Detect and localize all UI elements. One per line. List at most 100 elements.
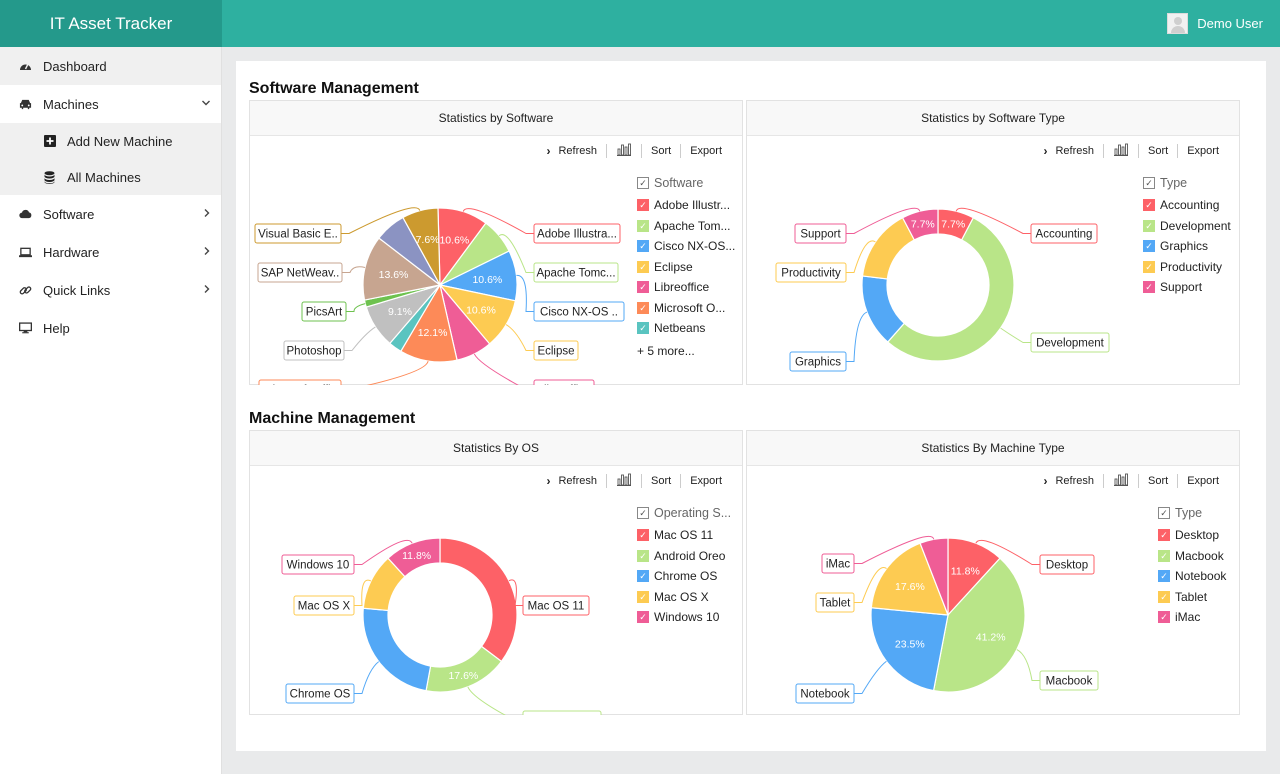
- chart-legend: ✓ Operating S... ✓ Mac OS 11 ✓ Android Oreo ✓ C…: [637, 504, 731, 628]
- chevron-right-icon[interactable]: [203, 246, 211, 259]
- sidebar-item-all-machines[interactable]: All Machines: [0, 159, 221, 195]
- chart-type-button[interactable]: [1104, 143, 1140, 158]
- checkbox-icon[interactable]: ✓: [637, 240, 649, 253]
- chart-type-button[interactable]: [607, 143, 643, 158]
- sidebar-item-help[interactable]: Help: [0, 309, 221, 347]
- checkbox-icon[interactable]: ✓: [637, 322, 649, 335]
- app-title[interactable]: IT Asset Tracker: [0, 0, 222, 47]
- legend-item[interactable]: ✓ Windows 10: [637, 607, 731, 628]
- checkbox-icon[interactable]: ✓: [1143, 260, 1155, 273]
- pie-slice[interactable]: [901, 208, 939, 241]
- legend-header[interactable]: ✓ Software: [637, 174, 735, 191]
- export-button[interactable]: Export: [681, 474, 722, 488]
- checkbox-icon[interactable]: ✓: [1143, 219, 1155, 232]
- pie-slice[interactable]: [886, 216, 1015, 362]
- checkbox-icon[interactable]: ✓: [637, 529, 649, 542]
- checkbox-icon[interactable]: ✓: [637, 199, 649, 212]
- checkbox-icon[interactable]: ✓: [1158, 549, 1170, 562]
- sidebar-item-hardware[interactable]: Hardware: [0, 233, 221, 271]
- legend-item[interactable]: ✓ Accounting: [1143, 195, 1231, 216]
- export-button[interactable]: Export: [1178, 144, 1219, 158]
- legend-item[interactable]: ✓ Graphics: [1143, 236, 1231, 257]
- legend-item[interactable]: ✓ Eclipse: [637, 257, 735, 278]
- legend-item[interactable]: ✓ Chrome OS: [637, 566, 731, 587]
- legend-more-link[interactable]: + 5 more...: [637, 343, 695, 358]
- legend-item[interactable]: ✓ Support: [1143, 277, 1231, 298]
- legend-item[interactable]: ✓ Netbeans: [637, 318, 735, 339]
- chevron-down-icon[interactable]: [201, 98, 211, 110]
- pie-slice[interactable]: [362, 607, 432, 692]
- chevron-right-icon[interactable]: [203, 208, 211, 221]
- legend-item[interactable]: ✓ Productivity: [1143, 257, 1231, 278]
- sort-button[interactable]: Sort: [1139, 144, 1179, 158]
- sidebar-item-machines[interactable]: Machines: [0, 85, 221, 123]
- chart-type-button[interactable]: [1104, 473, 1140, 489]
- legend-item[interactable]: ✓ Macbook: [1158, 546, 1226, 567]
- pie-slice[interactable]: [861, 216, 916, 280]
- checkbox-icon[interactable]: ✓: [637, 260, 649, 273]
- legend-item[interactable]: ✓ Tablet: [1158, 587, 1226, 608]
- legend-item[interactable]: ✓ Microsoft O...: [637, 298, 735, 319]
- legend-item[interactable]: ✓ Adobe Illustr...: [637, 195, 735, 216]
- legend-header[interactable]: ✓ Operating S...: [637, 504, 731, 521]
- chart-type-button[interactable]: [607, 473, 643, 488]
- callout-line: [354, 579, 372, 606]
- checkbox-icon[interactable]: ✓: [1158, 529, 1170, 542]
- pie-slice[interactable]: [919, 537, 949, 616]
- legend-item[interactable]: ✓ Cisco NX-OS...: [637, 236, 735, 257]
- checkbox-icon[interactable]: ✓: [637, 281, 649, 294]
- legend-item[interactable]: ✓ Libreoffice: [637, 277, 735, 298]
- checkbox-icon[interactable]: ✓: [1158, 590, 1170, 603]
- legend-item[interactable]: ✓ Development: [1143, 216, 1231, 237]
- checkbox-icon[interactable]: ✓: [1143, 176, 1155, 189]
- legend-item[interactable]: ✓ Mac OS 11: [637, 525, 731, 546]
- legend-item[interactable]: ✓ Desktop: [1158, 525, 1226, 546]
- export-button[interactable]: Export: [681, 144, 722, 158]
- checkbox-icon[interactable]: ✓: [1158, 570, 1170, 583]
- refresh-button[interactable]: › Refresh: [1034, 474, 1105, 488]
- checkbox-icon[interactable]: ✓: [637, 506, 649, 519]
- checkbox-icon[interactable]: ✓: [1158, 506, 1170, 519]
- legend-item[interactable]: ✓ Android Oreo: [637, 546, 731, 567]
- sidebar-item-dashboard[interactable]: Dashboard: [0, 47, 221, 85]
- sidebar-item-add-new-machine[interactable]: Add New Machine: [0, 123, 221, 159]
- sort-button[interactable]: Sort: [642, 144, 682, 158]
- checkbox-icon[interactable]: ✓: [637, 176, 649, 189]
- pie-slice[interactable]: [439, 537, 518, 663]
- checkbox-icon[interactable]: ✓: [1158, 611, 1170, 624]
- pie-slice[interactable]: [387, 537, 441, 578]
- user-name[interactable]: Demo User: [1197, 15, 1263, 31]
- checkbox-icon[interactable]: ✓: [637, 570, 649, 583]
- legend-item[interactable]: ✓ Mac OS X: [637, 587, 731, 608]
- chevron-right-icon[interactable]: [203, 284, 211, 297]
- sidebar-item-quick-links[interactable]: Quick Links: [0, 271, 221, 309]
- pie-slice[interactable]: [870, 542, 949, 616]
- refresh-button[interactable]: › Refresh: [537, 474, 608, 488]
- checkbox-icon[interactable]: ✓: [1143, 199, 1155, 212]
- sort-button[interactable]: Sort: [642, 474, 682, 488]
- checkbox-icon[interactable]: ✓: [1143, 240, 1155, 253]
- sidebar-item-software[interactable]: Software: [0, 195, 221, 233]
- checkbox-icon[interactable]: ✓: [637, 301, 649, 314]
- refresh-button[interactable]: › Refresh: [537, 144, 608, 158]
- bar-chart-icon: [1113, 473, 1129, 489]
- pie-slice[interactable]: [870, 607, 949, 692]
- avatar[interactable]: [1167, 12, 1189, 34]
- legend-header[interactable]: ✓ Type: [1143, 174, 1231, 191]
- user-menu[interactable]: Demo User: [1167, 12, 1263, 34]
- sort-button[interactable]: Sort: [1139, 474, 1179, 488]
- checkbox-icon[interactable]: ✓: [637, 590, 649, 603]
- checkbox-icon[interactable]: ✓: [1143, 281, 1155, 294]
- checkbox-icon[interactable]: ✓: [637, 611, 649, 624]
- legend-item[interactable]: ✓ Notebook: [1158, 566, 1226, 587]
- refresh-button[interactable]: › Refresh: [1034, 144, 1105, 158]
- callout-label: Tablet: [820, 598, 851, 610]
- pie-slice[interactable]: [362, 237, 442, 301]
- checkbox-icon[interactable]: ✓: [637, 549, 649, 562]
- export-button[interactable]: Export: [1178, 474, 1219, 488]
- checkbox-icon[interactable]: ✓: [637, 219, 649, 232]
- legend-item[interactable]: ✓ Apache Tom...: [637, 216, 735, 237]
- legend-header[interactable]: ✓ Type: [1158, 504, 1226, 521]
- legend-item[interactable]: ✓ iMac: [1158, 607, 1226, 628]
- pie-slice[interactable]: [402, 207, 441, 286]
